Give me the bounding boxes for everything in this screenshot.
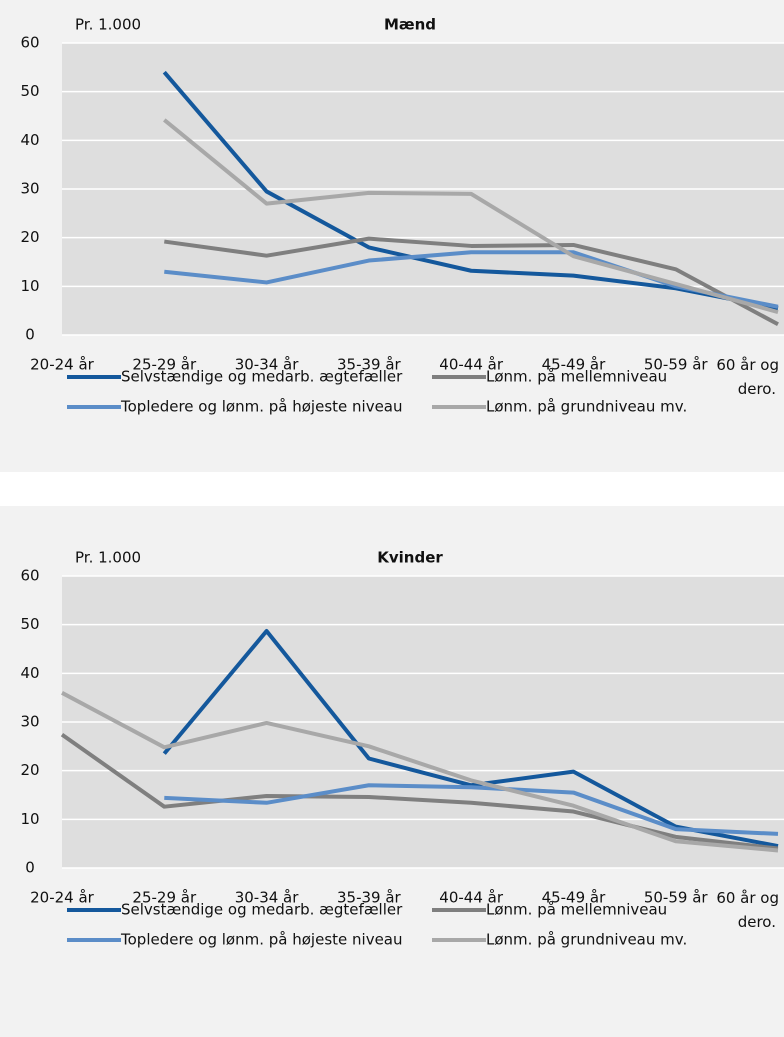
y-tick-label: 10 — [20, 277, 39, 295]
x-tick-label: 35-39 år — [337, 356, 402, 374]
y-tick-label: 20 — [20, 228, 39, 246]
x-tick-label: 20-24 år — [30, 356, 95, 374]
legend-label: Lønm. på grundniveau mv. — [486, 398, 687, 416]
y-tick-label: 30 — [20, 713, 39, 731]
x-tick-label: 60 år og dero. — [716, 356, 779, 398]
x-tick-label: 45-49 år — [542, 889, 607, 907]
chart-title: Kvinder — [377, 549, 443, 567]
series-line — [60, 733, 779, 851]
y-tick-label: 20 — [20, 761, 39, 779]
series-line — [163, 118, 779, 315]
x-tick-label: 30-34 år — [235, 356, 300, 374]
y-tick-label: 40 — [20, 664, 39, 682]
y-tick-label: 50 — [20, 82, 39, 100]
legend-label: Selvstændige og medarb. ægtefæller — [121, 901, 403, 919]
x-tick-label: 40-44 år — [439, 889, 504, 907]
x-tick-label: 25-29 år — [132, 356, 197, 374]
x-tick-label: 30-34 år — [235, 889, 300, 907]
x-tick-label: 50-59 år — [644, 889, 709, 907]
y-axis-label: Pr. 1.000 — [75, 549, 141, 567]
legend-label: Lønm. på mellemniveau — [486, 368, 667, 386]
x-tick-label: 50-59 år — [644, 356, 709, 374]
x-tick-label: 20-24 år — [30, 889, 95, 907]
chart-title: Mænd — [384, 16, 436, 34]
series-line — [61, 691, 779, 853]
y-tick-label: 60 — [20, 34, 39, 52]
legend-label: Selvstændige og medarb. ægtefæller — [121, 368, 403, 386]
x-tick-label: 60 år og dero. — [716, 889, 779, 931]
legend-label: Lønm. på grundniveau mv. — [486, 931, 687, 949]
y-tick-label: 0 — [25, 859, 35, 877]
x-tick-label: 25-29 år — [132, 889, 197, 907]
y-tick-label: 0 — [25, 326, 35, 344]
x-tick-label: 45-49 år — [542, 356, 607, 374]
series-line — [164, 250, 779, 309]
y-tick-label: 10 — [20, 810, 39, 828]
y-tick-label: 50 — [20, 615, 39, 633]
legend-label: Topledere og lønm. på højeste niveau — [120, 398, 403, 416]
legend-label: Topledere og lønm. på højeste niveau — [120, 931, 403, 949]
y-tick-label: 40 — [20, 131, 39, 149]
series-line — [164, 783, 779, 836]
x-tick-label: 40-44 år — [439, 356, 504, 374]
y-axis-label: Pr. 1.000 — [75, 16, 141, 34]
y-tick-label: 60 — [20, 567, 39, 585]
x-tick-label: 35-39 år — [337, 889, 402, 907]
series-line — [164, 236, 779, 327]
legend-label: Lønm. på mellemniveau — [486, 901, 667, 919]
y-tick-label: 30 — [20, 180, 39, 198]
